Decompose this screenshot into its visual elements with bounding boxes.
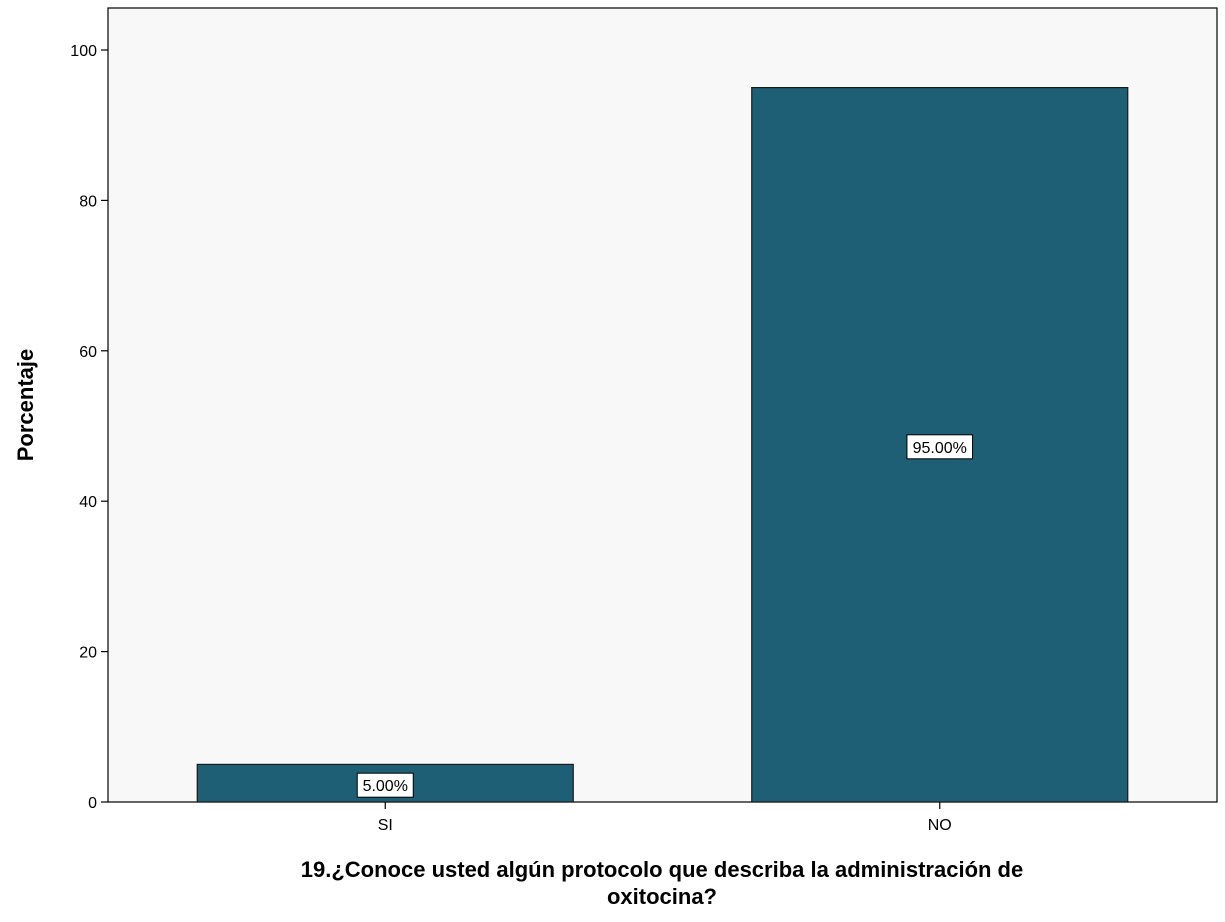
x-axis-title-line-1: 19.¿Conoce usted algún protocolo que des… bbox=[301, 857, 1023, 882]
x-tick-label-no: NO bbox=[928, 817, 952, 834]
x-axis: SI NO bbox=[378, 802, 952, 834]
x-axis-title-line-2: oxitocina? bbox=[607, 884, 717, 909]
y-axis: 0 20 40 60 80 100 bbox=[70, 43, 108, 812]
data-label-box bbox=[906, 434, 974, 460]
data-label-box bbox=[356, 772, 414, 798]
y-axis-title: Porcentaje bbox=[13, 349, 38, 462]
y-tick-label: 0 bbox=[88, 795, 97, 812]
y-tick-label: 80 bbox=[79, 193, 97, 210]
y-tick-label: 20 bbox=[79, 645, 97, 662]
data-label-si: 5.00% bbox=[363, 778, 408, 795]
data-label-no: 95.00% bbox=[913, 440, 967, 457]
y-tick-label: 100 bbox=[70, 43, 97, 60]
data-labels-group: 5.00% 95.00% bbox=[356, 434, 974, 798]
y-tick-label: 60 bbox=[79, 344, 97, 361]
x-tick-label-si: SI bbox=[378, 817, 393, 834]
y-tick-label: 40 bbox=[79, 494, 97, 511]
